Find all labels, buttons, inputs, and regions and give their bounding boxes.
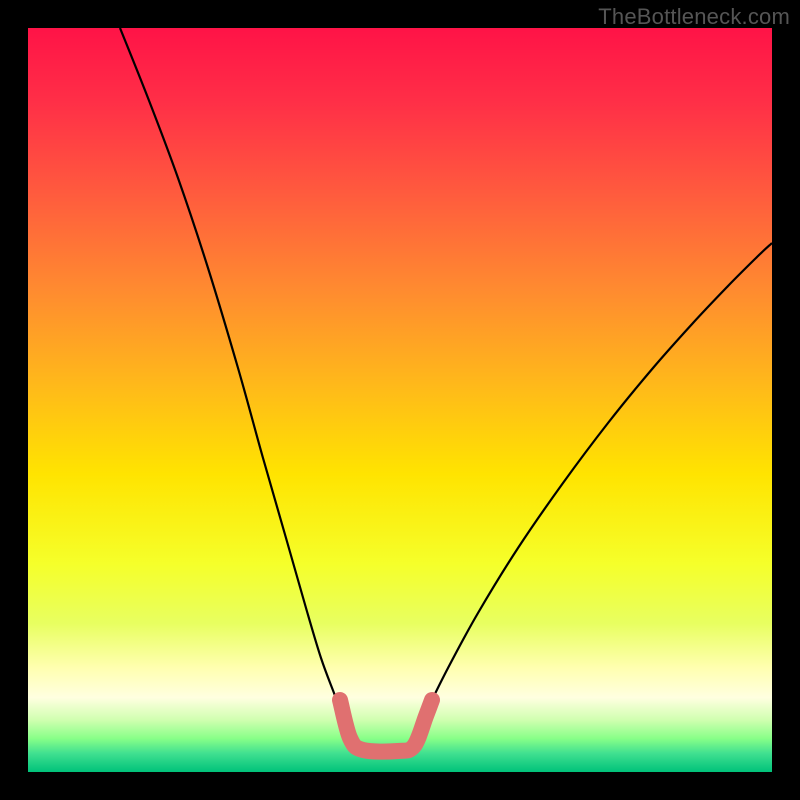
chart-svg bbox=[28, 28, 772, 772]
chart-frame: TheBottleneck.com bbox=[0, 0, 800, 800]
plot-area bbox=[28, 28, 772, 772]
attribution-text: TheBottleneck.com bbox=[598, 4, 790, 30]
gradient-background bbox=[28, 28, 772, 772]
